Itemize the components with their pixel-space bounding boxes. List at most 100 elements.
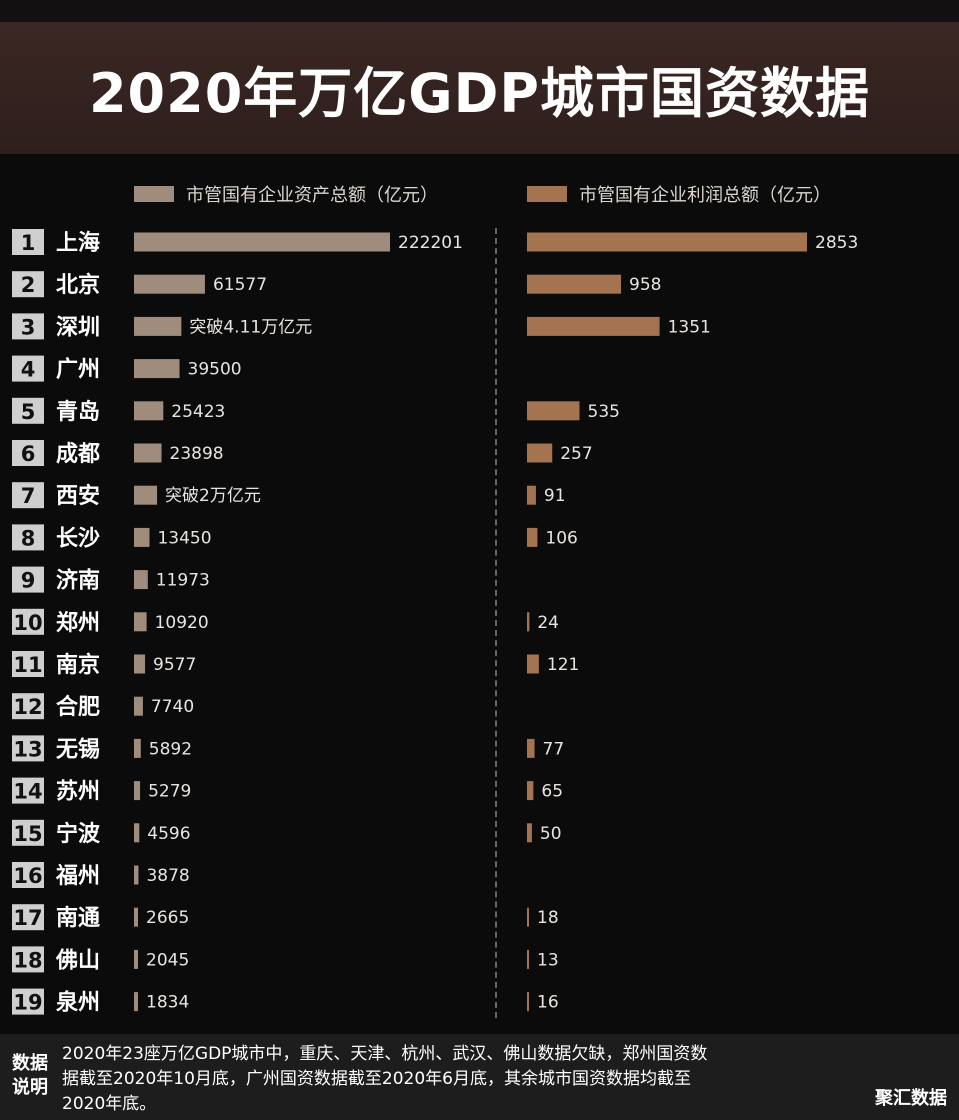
rank-badge [12,397,44,424]
column-divider [495,228,497,1018]
city-name: 泉州 [56,990,100,1016]
asset-bar [134,992,138,1012]
rank-number: 16 [13,864,42,888]
rank-number: 3 [21,315,36,339]
asset-bar [134,738,141,758]
asset-bar [134,696,143,716]
asset-bar [134,781,141,801]
asset-value-label: 突破2万亿元 [165,486,261,506]
city-name: 成都 [56,442,100,467]
note-label-line2: 说明 [12,1077,48,1098]
rank-badge [12,313,44,340]
asset-bar [134,612,147,632]
rank-number: 4 [21,358,36,382]
rank-badge [12,482,44,509]
rank-number: 18 [13,948,42,972]
asset-value-label: 2665 [146,908,189,928]
city-name: 广州 [56,357,100,383]
asset-bar [134,316,182,336]
rank-badge [12,946,44,973]
asset-bar [134,232,390,252]
rank-number: 17 [13,906,42,930]
asset-value-label: 10920 [155,613,209,633]
rank-number: 2 [21,273,36,297]
profit-value-label: 50 [540,824,562,844]
rank-badge [12,524,44,551]
asset-value-label: 4596 [147,824,190,844]
asset-bar [134,401,164,421]
title-banner: 2020年万亿GDP城市国资数据 [0,22,959,154]
profit-bar [527,232,807,252]
asset-value-label: 9577 [153,655,196,675]
profit-value-label: 13 [537,950,559,970]
rank-number: 19 [13,991,42,1015]
profit-bar [527,949,529,969]
profit-bar [527,612,530,632]
profit-bar [527,823,532,843]
profit-value-label: 77 [543,739,565,759]
legend-assets: 市管国有企业资产总额（亿元） [134,181,438,207]
profit-value-label: 958 [629,275,661,295]
profit-bar [527,992,529,1012]
profit-value-label: 18 [537,908,559,928]
rank-badge [12,904,44,931]
asset-value-label: 25423 [171,402,225,422]
asset-value-label: 61577 [213,275,267,295]
profit-bar [527,527,538,547]
profit-value-label: 16 [537,993,559,1013]
asset-bar [134,823,140,843]
city-name: 上海 [56,230,100,256]
city-name: 西安 [56,483,100,509]
city-name: 合肥 [56,694,100,720]
rank-number: 5 [21,400,36,424]
asset-bar [134,654,146,674]
asset-bar [134,570,148,590]
rank-number: 6 [21,442,36,466]
profit-value-label: 91 [544,486,566,506]
asset-value-label: 23898 [170,444,224,464]
rank-badge [12,693,44,720]
rank-badge [12,608,44,635]
legend-assets-label: 市管国有企业资产总额（亿元） [186,185,438,206]
legend-assets-swatch [134,186,174,202]
profit-value-label: 535 [588,402,620,422]
rank-badge [12,862,44,888]
asset-value-label: 13450 [157,528,211,548]
note-label-line1: 数据 [12,1053,48,1074]
note-label: 数据 说明 [12,1052,52,1100]
profit-value-label: 121 [547,655,579,675]
rank-number: 8 [21,526,36,550]
city-name: 佛山 [55,948,100,973]
profit-value-label: 65 [541,782,563,802]
top-band [0,0,959,22]
asset-bar [134,949,138,969]
profit-bar [527,907,529,927]
city-name: 青岛 [56,399,100,425]
profit-bar [527,274,622,294]
rank-number: 15 [13,822,42,846]
rank-number: 11 [13,653,42,677]
rank-badge [12,735,44,762]
rank-badge [12,819,44,846]
profit-value-label: 257 [560,444,592,464]
profit-bar [527,485,536,505]
asset-value-label: 5279 [148,782,191,802]
asset-value-label: 突破4.11万亿元 [189,317,312,337]
rank-badge [12,271,44,298]
rank-badge [12,229,44,255]
rank-badge [12,440,44,466]
profit-bar [527,738,535,758]
note-text: 2020年23座万亿GDP城市中，重庆、天津、杭州、武汉、佛山数据欠缺，郑州国资… [62,1044,708,1114]
asset-value-label: 7740 [151,697,194,717]
asset-value-label: 5892 [149,739,192,759]
rank-number: 14 [13,780,42,804]
city-name: 深圳 [56,315,100,340]
city-name: 福州 [55,864,100,889]
chart-title: 2020年万亿GDP城市国资数据 [88,61,871,125]
asset-value-label: 1834 [146,993,189,1013]
asset-bar [134,274,205,294]
rank-badge [12,777,44,804]
watermark: 聚汇数据 [875,1088,947,1109]
profit-value-label: 2853 [815,233,858,253]
